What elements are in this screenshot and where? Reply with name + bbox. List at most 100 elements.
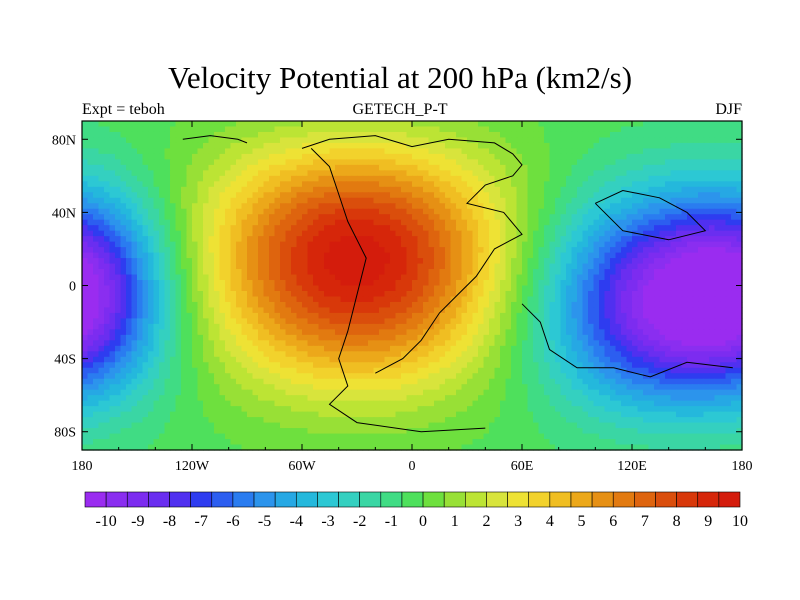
field-cell xyxy=(159,252,166,259)
field-cell xyxy=(401,312,408,319)
field-cell xyxy=(720,280,727,287)
field-cell xyxy=(703,340,710,347)
field-cell xyxy=(698,225,705,232)
field-cell xyxy=(148,345,155,352)
field-cell xyxy=(500,340,507,347)
field-cell xyxy=(208,247,215,254)
field-cell xyxy=(489,225,496,232)
field-cell xyxy=(87,175,94,182)
field-cell xyxy=(104,170,111,177)
field-cell xyxy=(148,214,155,221)
field-cell xyxy=(236,258,243,265)
field-cell xyxy=(395,164,402,171)
field-cell xyxy=(236,225,243,232)
field-cell xyxy=(736,247,743,254)
field-cell xyxy=(736,181,743,188)
field-cell xyxy=(219,225,226,232)
field-cell xyxy=(670,126,677,133)
field-cell xyxy=(181,181,188,188)
field-cell xyxy=(489,148,496,155)
field-cell xyxy=(478,323,485,330)
field-cell xyxy=(401,247,408,254)
field-cell xyxy=(269,236,276,243)
field-cell xyxy=(329,318,336,325)
field-cell xyxy=(604,159,611,166)
field-cell xyxy=(555,263,562,270)
field-cell xyxy=(98,301,105,309)
field-cell xyxy=(467,312,474,319)
field-cell xyxy=(252,252,259,259)
field-cell xyxy=(566,170,573,177)
field-cell xyxy=(362,181,369,188)
field-cell xyxy=(434,197,441,204)
field-cell xyxy=(681,241,688,248)
field-cell xyxy=(197,263,204,270)
field-cell xyxy=(665,274,672,281)
field-cell xyxy=(626,285,633,292)
field-cell xyxy=(346,186,353,193)
field-cell xyxy=(395,252,402,259)
field-cell xyxy=(670,241,677,248)
field-cell xyxy=(170,247,177,254)
field-cell xyxy=(577,258,584,265)
field-cell xyxy=(423,334,430,341)
field-cell xyxy=(186,164,193,171)
field-cell xyxy=(412,252,419,259)
field-cell xyxy=(269,290,276,298)
field-cell xyxy=(709,296,716,303)
field-cell xyxy=(643,252,650,259)
field-cell xyxy=(82,312,89,319)
field-cell xyxy=(615,318,622,325)
field-cell xyxy=(736,301,743,309)
field-cell xyxy=(351,214,358,221)
field-cell xyxy=(340,263,347,270)
field-cell xyxy=(423,192,430,199)
field-cell xyxy=(280,334,287,341)
field-cell xyxy=(390,148,397,155)
field-cell xyxy=(197,296,204,303)
field-cell xyxy=(252,142,259,150)
field-cell xyxy=(692,290,699,298)
field-cell xyxy=(214,148,221,155)
field-cell xyxy=(412,258,419,265)
field-cell xyxy=(709,137,716,144)
field-cell xyxy=(192,345,199,352)
field-cell xyxy=(588,148,595,155)
field-cell xyxy=(720,159,727,166)
field-cell xyxy=(648,121,655,128)
field-cell xyxy=(599,219,606,226)
field-cell xyxy=(340,203,347,210)
field-cell xyxy=(159,318,166,325)
field-cell xyxy=(621,307,628,314)
field-cell xyxy=(357,164,364,171)
field-cell xyxy=(197,241,204,248)
field-cell xyxy=(500,285,507,292)
field-cell xyxy=(181,197,188,204)
field-cell xyxy=(692,269,699,276)
field-cell xyxy=(285,236,292,243)
field-cell xyxy=(571,263,578,270)
field-cell xyxy=(626,280,633,287)
field-cell xyxy=(445,131,452,139)
field-cell xyxy=(340,225,347,232)
field-cell xyxy=(115,214,122,221)
field-cell xyxy=(329,307,336,314)
field-cell xyxy=(340,214,347,221)
field-cell xyxy=(280,252,287,259)
field-cell xyxy=(236,214,243,221)
field-cell xyxy=(461,131,468,139)
field-cell xyxy=(643,269,650,276)
field-cell xyxy=(252,181,259,188)
field-cell xyxy=(219,334,226,341)
field-cell xyxy=(225,175,232,182)
field-cell xyxy=(643,175,650,182)
field-cell xyxy=(511,269,518,276)
field-cell xyxy=(395,312,402,319)
field-cell xyxy=(681,219,688,226)
field-cell xyxy=(681,296,688,303)
field-cell xyxy=(406,307,413,314)
field-cell xyxy=(687,126,694,133)
field-cell xyxy=(302,241,309,248)
field-cell xyxy=(527,192,534,199)
field-cell xyxy=(269,137,276,144)
